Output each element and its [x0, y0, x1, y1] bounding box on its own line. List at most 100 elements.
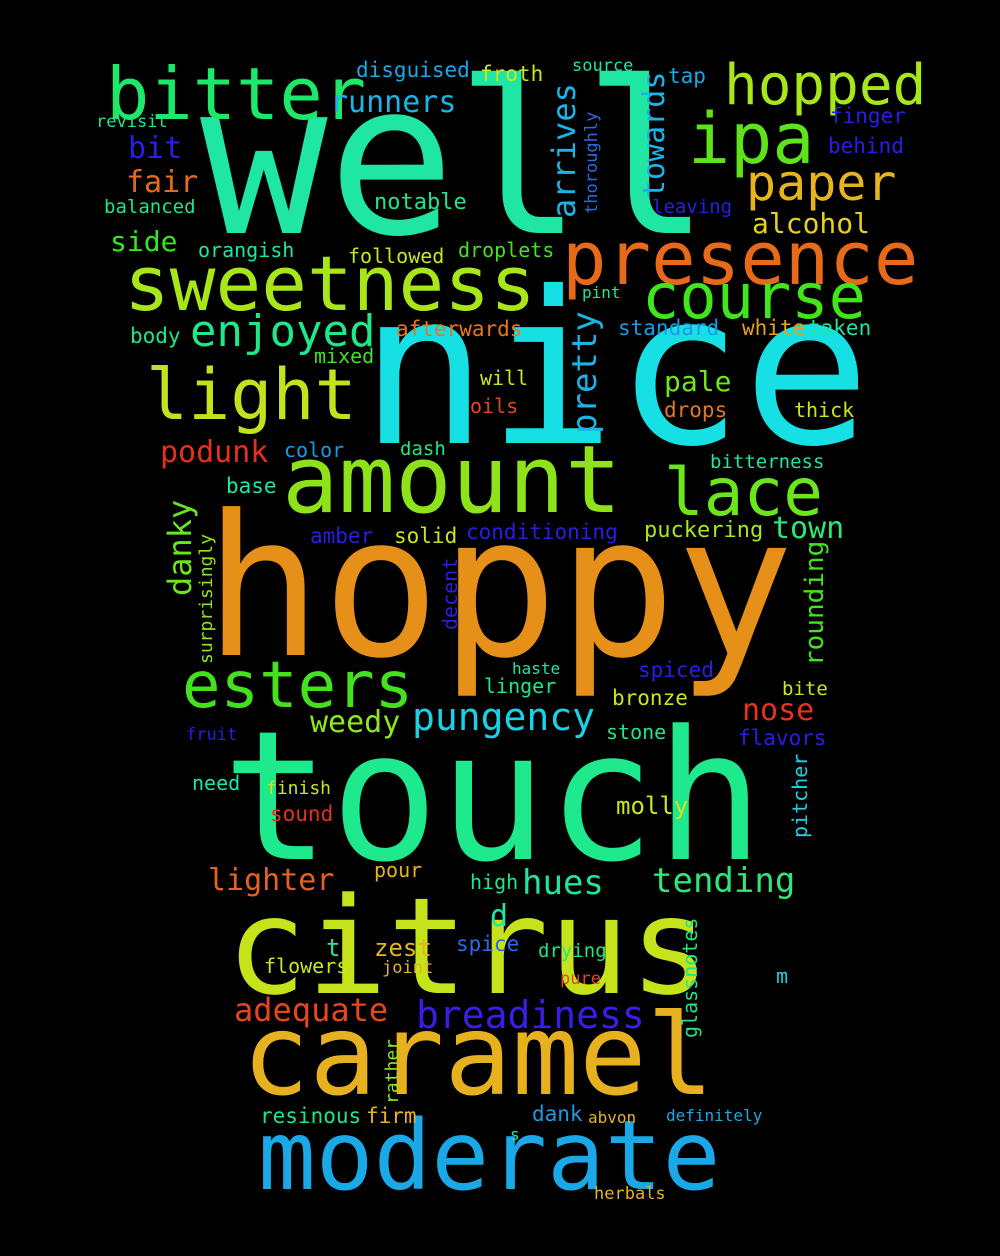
- word-bitter: bitter: [106, 52, 367, 136]
- word-alcohol: alcohol: [752, 207, 871, 240]
- word-adequate: adequate: [234, 991, 389, 1029]
- word-afterwards: afterwards: [396, 317, 523, 341]
- word-base: base: [226, 474, 277, 498]
- word-nose: nose: [742, 693, 815, 728]
- word-d: d: [490, 899, 509, 934]
- word-flowers: flowers: [264, 954, 349, 978]
- word-m: m: [776, 964, 789, 988]
- word-rather: rather: [382, 1038, 403, 1104]
- word-fruit: fruit: [186, 725, 238, 745]
- word-molly: molly: [616, 792, 689, 820]
- word-esters: esters: [182, 649, 414, 723]
- word-finish: finish: [266, 778, 332, 799]
- word-rounding: rounding: [800, 540, 830, 666]
- word-definitely: definitely: [666, 1106, 763, 1125]
- word-amber: amber: [310, 524, 374, 548]
- word-puckering: puckering: [644, 518, 764, 543]
- word-drops: drops: [664, 398, 728, 422]
- word-pure: pure: [560, 969, 601, 989]
- word-body: body: [130, 324, 181, 348]
- word-finger: finger: [830, 104, 906, 128]
- word-danky: danky: [161, 499, 199, 596]
- word-balanced: balanced: [104, 196, 196, 218]
- word-lace: lace: [664, 454, 823, 531]
- word-droplets: droplets: [458, 238, 555, 262]
- word-moderate: moderate: [258, 1100, 721, 1212]
- word-revisit: revisit: [96, 112, 168, 132]
- word-bronze: bronze: [612, 686, 688, 710]
- word-well: well: [200, 36, 711, 283]
- word-nice: nice: [360, 246, 871, 493]
- word-notable: notable: [374, 190, 467, 215]
- word-dank: dank: [532, 1102, 583, 1126]
- word-firm: firm: [366, 1104, 417, 1128]
- word-solid: solid: [394, 524, 458, 548]
- word-resinous: resinous: [260, 1104, 362, 1128]
- word-taken: taken: [808, 316, 872, 340]
- word-town: town: [772, 511, 845, 546]
- word-side: side: [110, 225, 178, 258]
- word-pale: pale: [664, 365, 732, 398]
- word-pretty: pretty: [565, 311, 605, 434]
- word-linger: linger: [484, 674, 557, 698]
- word-bit: bit: [128, 131, 183, 166]
- word-bitterness: bitterness: [710, 451, 825, 473]
- word-ipa: ipa: [688, 98, 815, 180]
- word-pitcher: pitcher: [788, 753, 812, 838]
- word-citrus: citrus: [226, 869, 711, 1025]
- word-flavors: flavors: [738, 726, 827, 750]
- word-fair: fair: [126, 165, 199, 200]
- word-disguised: disguised: [356, 58, 470, 82]
- word-thick: thick: [794, 398, 855, 422]
- word-dash: dash: [400, 438, 446, 460]
- word-source: source: [572, 56, 634, 76]
- word-t: t: [326, 934, 341, 962]
- word-color: color: [284, 438, 345, 462]
- word-pungency: pungency: [412, 695, 596, 739]
- word-sweetness: sweetness: [124, 239, 536, 328]
- word-spiced: spiced: [638, 658, 714, 682]
- word-tending: tending: [652, 861, 796, 901]
- word-hopped: hopped: [724, 53, 927, 118]
- word-podunk: podunk: [160, 435, 269, 470]
- word-enjoyed: enjoyed: [190, 306, 376, 357]
- word-behind: behind: [828, 134, 904, 158]
- word-standard: standard: [618, 316, 720, 340]
- word-touch: touch: [222, 693, 764, 902]
- word-stone: stone: [606, 720, 667, 744]
- word-joint: joint: [382, 958, 434, 978]
- word-spice: spice: [456, 932, 520, 956]
- word-tap: tap: [668, 64, 706, 88]
- word-bite: bite: [782, 678, 828, 700]
- word-pour: pour: [374, 858, 423, 882]
- word-paper: paper: [746, 154, 897, 212]
- word-caramel: caramel: [242, 991, 715, 1121]
- word-high: high: [470, 870, 519, 894]
- word-s: s: [510, 1125, 520, 1144]
- word-will: will: [480, 366, 529, 390]
- word-white: white: [742, 316, 806, 340]
- word-mixed: mixed: [314, 344, 375, 368]
- word-herbals: herbals: [594, 1184, 666, 1204]
- word-haste: haste: [512, 659, 561, 678]
- word-abvon: abvon: [588, 1108, 637, 1127]
- word-weedy: weedy: [310, 705, 401, 740]
- word-light: light: [146, 354, 357, 436]
- word-froth: froth: [480, 62, 544, 86]
- word-decent: decent: [438, 557, 462, 630]
- word-zest: zest: [374, 934, 432, 962]
- word-surprisingly: surprisingly: [196, 533, 217, 664]
- word-amount: amount: [282, 426, 622, 535]
- word-arrives: arrives: [545, 83, 583, 218]
- word-conditioning: conditioning: [466, 520, 618, 544]
- word-sound: sound: [270, 802, 334, 826]
- word-orangish: orangish: [198, 238, 295, 262]
- word-hues: hues: [522, 863, 604, 903]
- word-lighter: lighter: [208, 863, 335, 898]
- word-pint: pint: [582, 283, 621, 302]
- word-towards: towards: [637, 71, 672, 198]
- word-followed: followed: [348, 244, 445, 268]
- word-glassnotes: glassnotes: [678, 917, 702, 1038]
- word-leaving: leaving: [652, 196, 733, 218]
- word-hoppy: hoppy: [204, 474, 795, 702]
